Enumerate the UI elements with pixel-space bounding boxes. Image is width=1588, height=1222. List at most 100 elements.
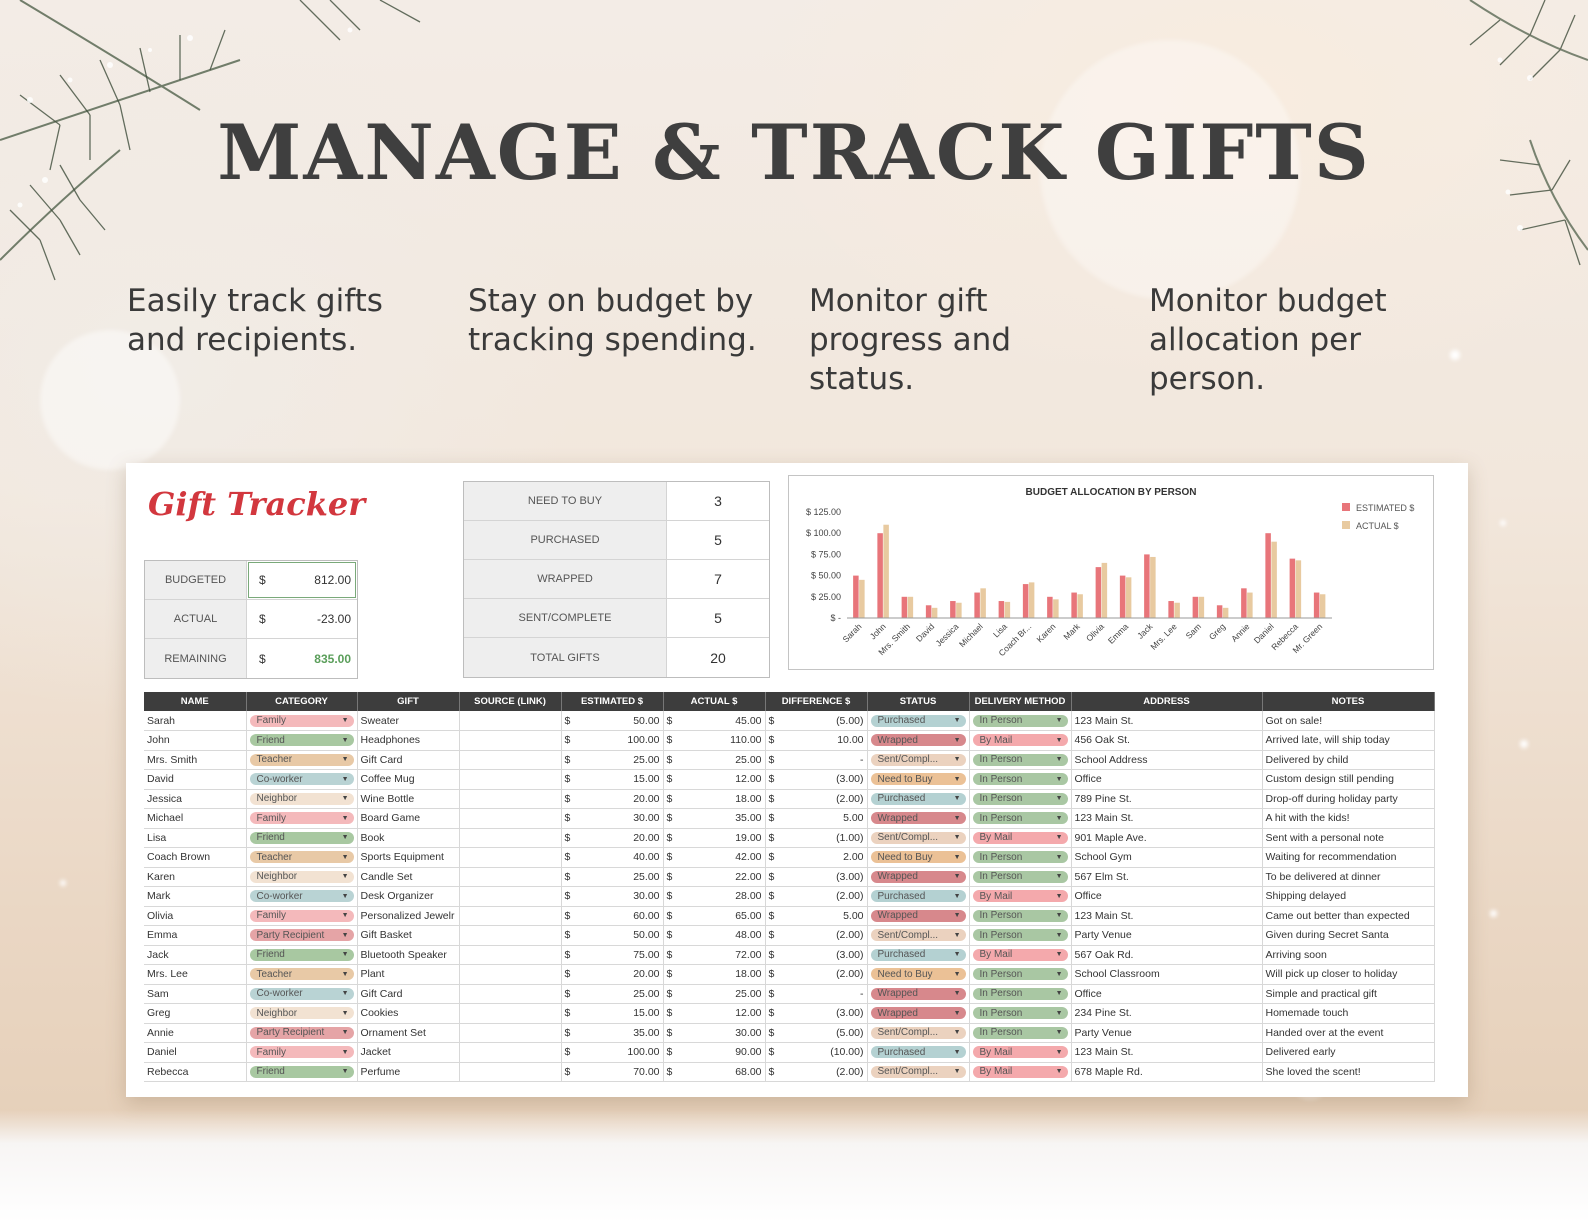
- notes-cell[interactable]: Delivered by child: [1262, 750, 1435, 770]
- source-link-cell[interactable]: [459, 1062, 562, 1082]
- address-cell[interactable]: 901 Maple Ave.: [1071, 828, 1263, 848]
- gift-cell[interactable]: Gift Card: [357, 984, 460, 1004]
- category-dropdown[interactable]: Family ▼: [249, 909, 354, 922]
- actual-bar[interactable]: [1295, 560, 1302, 618]
- category-dropdown[interactable]: Co-worker ▼: [249, 773, 354, 786]
- status-dropdown[interactable]: Sent/Compl... ▼: [870, 1065, 966, 1078]
- address-cell[interactable]: Office: [1071, 886, 1263, 907]
- actual-cell[interactable]: $12.00: [663, 1003, 766, 1024]
- source-link-cell[interactable]: [459, 847, 562, 868]
- count-value[interactable]: 7: [714, 571, 722, 587]
- name-cell[interactable]: Olivia: [144, 906, 247, 926]
- category-dropdown[interactable]: Party Recipient ▼: [249, 1026, 354, 1039]
- actual-bar[interactable]: [1053, 599, 1059, 618]
- actual-bar[interactable]: [1319, 594, 1326, 618]
- source-link-cell[interactable]: [459, 789, 562, 809]
- delivery-dropdown[interactable]: In Person ▼: [972, 968, 1068, 981]
- actual-bar[interactable]: [1247, 592, 1253, 618]
- estimated-bar[interactable]: [1265, 533, 1271, 618]
- estimated-cell[interactable]: $30.00: [561, 886, 664, 907]
- estimated-cell[interactable]: $75.00: [561, 945, 664, 965]
- difference-cell[interactable]: $ (3.00): [765, 945, 868, 965]
- delivery-dropdown[interactable]: In Person ▼: [972, 851, 1068, 864]
- source-link-cell[interactable]: [459, 769, 562, 790]
- status-dropdown[interactable]: Sent/Compl... ▼: [870, 753, 966, 766]
- notes-cell[interactable]: Sent with a personal note: [1262, 828, 1435, 848]
- category-dropdown[interactable]: Party Recipient ▼: [249, 929, 354, 942]
- difference-cell[interactable]: $5.00: [765, 906, 868, 926]
- delivery-dropdown[interactable]: By Mail ▼: [972, 831, 1068, 844]
- actual-cell[interactable]: $35.00: [663, 808, 766, 829]
- category-dropdown[interactable]: Friend ▼: [249, 734, 354, 747]
- gift-cell[interactable]: Gift Basket: [357, 925, 460, 946]
- delivery-dropdown[interactable]: By Mail ▼: [972, 734, 1068, 747]
- count-value[interactable]: 3: [714, 493, 722, 509]
- actual-cell[interactable]: $48.00: [663, 925, 766, 946]
- source-link-cell[interactable]: [459, 886, 562, 907]
- category-dropdown[interactable]: Friend ▼: [249, 831, 354, 844]
- category-dropdown[interactable]: Neighbor ▼: [249, 1007, 354, 1020]
- estimated-bar[interactable]: [901, 596, 908, 618]
- status-dropdown[interactable]: Wrapped ▼: [870, 909, 966, 922]
- name-cell[interactable]: John: [144, 730, 247, 751]
- difference-cell[interactable]: $10.00: [765, 730, 868, 751]
- actual-bar[interactable]: [980, 588, 986, 618]
- actual-bar[interactable]: [931, 607, 938, 618]
- estimated-cell[interactable]: $100.00: [561, 1042, 664, 1063]
- actual-cell[interactable]: $19.00: [663, 828, 766, 848]
- status-dropdown[interactable]: Wrapped ▼: [870, 1007, 966, 1020]
- category-dropdown[interactable]: Neighbor ▼: [249, 870, 354, 883]
- source-link-cell[interactable]: [459, 964, 562, 985]
- address-cell[interactable]: Office: [1071, 984, 1263, 1004]
- delivery-dropdown[interactable]: By Mail ▼: [972, 948, 1068, 961]
- name-cell[interactable]: Jack: [144, 945, 247, 965]
- difference-cell[interactable]: $ (2.00): [765, 925, 868, 946]
- estimated-cell[interactable]: $70.00: [561, 1062, 664, 1082]
- gift-cell[interactable]: Coffee Mug: [357, 769, 460, 790]
- difference-cell[interactable]: $ (3.00): [765, 1003, 868, 1024]
- difference-cell[interactable]: $5.00: [765, 808, 868, 829]
- column-header[interactable]: ADDRESS: [1071, 692, 1263, 711]
- estimated-bar[interactable]: [1119, 575, 1126, 618]
- delivery-dropdown[interactable]: In Person ▼: [972, 987, 1068, 1000]
- gift-cell[interactable]: Gift Card: [357, 750, 460, 770]
- category-dropdown[interactable]: Family ▼: [249, 812, 354, 825]
- notes-cell[interactable]: Drop-off during holiday party: [1262, 789, 1435, 809]
- column-header[interactable]: DELIVERY METHOD: [969, 692, 1072, 711]
- gift-cell[interactable]: Bluetooth Speaker: [357, 945, 460, 965]
- actual-bar[interactable]: [1125, 577, 1132, 618]
- status-dropdown[interactable]: Purchased ▼: [870, 792, 966, 805]
- estimated-cell[interactable]: $30.00: [561, 808, 664, 829]
- estimated-cell[interactable]: $15.00: [561, 769, 664, 790]
- difference-cell[interactable]: $ (5.00): [765, 1023, 868, 1043]
- actual-cell[interactable]: $68.00: [663, 1062, 766, 1082]
- count-value[interactable]: 5: [714, 610, 722, 626]
- status-dropdown[interactable]: Wrapped ▼: [870, 870, 966, 883]
- gift-cell[interactable]: Jacket: [357, 1042, 460, 1063]
- actual-cell[interactable]: $65.00: [663, 906, 766, 926]
- source-link-cell[interactable]: [459, 1023, 562, 1043]
- source-link-cell[interactable]: [459, 828, 562, 848]
- delivery-dropdown[interactable]: In Person ▼: [972, 1007, 1068, 1020]
- address-cell[interactable]: 567 Elm St.: [1071, 867, 1263, 887]
- notes-cell[interactable]: Arrived late, will ship today: [1262, 730, 1435, 751]
- actual-cell[interactable]: $18.00: [663, 789, 766, 809]
- status-dropdown[interactable]: Sent/Compl... ▼: [870, 831, 966, 844]
- name-cell[interactable]: Michael: [144, 808, 247, 829]
- gift-cell[interactable]: Sports Equipment: [357, 847, 460, 868]
- address-cell[interactable]: Office: [1071, 769, 1263, 790]
- actual-bar[interactable]: [1174, 602, 1180, 618]
- category-dropdown[interactable]: Teacher ▼: [249, 851, 354, 864]
- name-cell[interactable]: Annie: [144, 1023, 247, 1043]
- difference-cell[interactable]: $2.00: [765, 847, 868, 868]
- gift-cell[interactable]: Sweater: [357, 711, 460, 731]
- actual-cell[interactable]: $72.00: [663, 945, 766, 965]
- actual-bar[interactable]: [1150, 556, 1156, 618]
- delivery-dropdown[interactable]: By Mail ▼: [972, 1065, 1068, 1078]
- estimated-cell[interactable]: $40.00: [561, 847, 664, 868]
- estimated-bar[interactable]: [877, 533, 883, 618]
- estimated-bar[interactable]: [1095, 567, 1102, 618]
- address-cell[interactable]: 567 Oak Rd.: [1071, 945, 1263, 965]
- gift-cell[interactable]: Cookies: [357, 1003, 460, 1024]
- category-dropdown[interactable]: Friend ▼: [249, 1065, 354, 1078]
